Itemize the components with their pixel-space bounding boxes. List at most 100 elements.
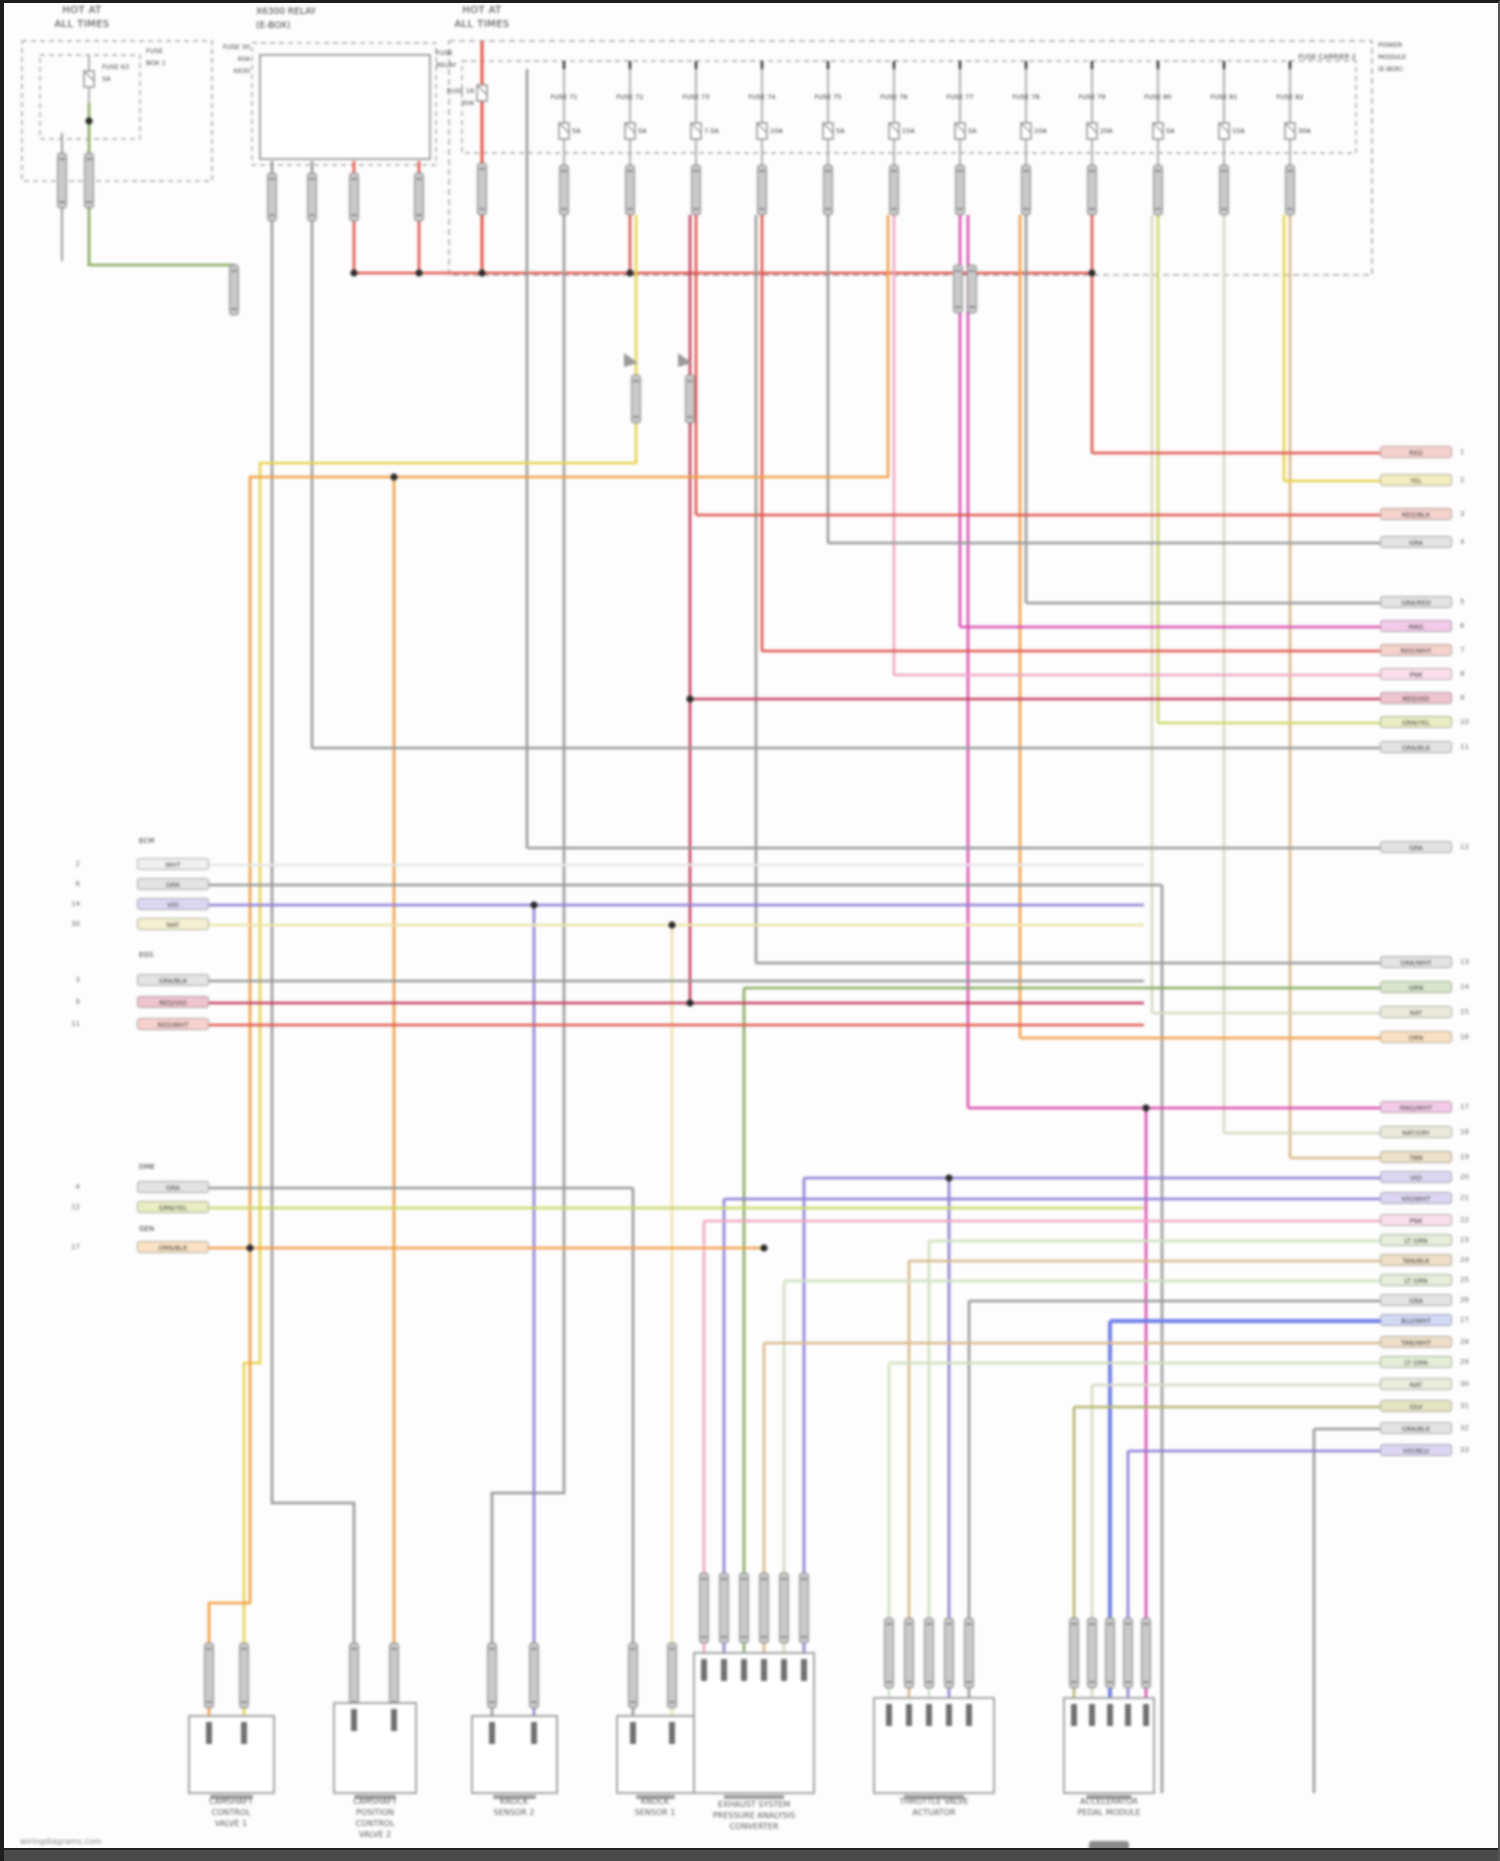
junction-dot <box>686 695 694 703</box>
connector-caption: ACCELERATOR <box>1080 1797 1138 1806</box>
fuse-amp: 7.5A <box>704 127 719 135</box>
connector-caption: POSITION <box>355 1808 395 1817</box>
fuse-icon <box>1284 122 1296 140</box>
wire-color-label: GRN/YEL <box>1380 716 1452 728</box>
inline-connector-icon <box>1153 164 1163 216</box>
wire-color-label: GRA <box>1380 841 1452 853</box>
wire-color-label: ORN <box>1380 1031 1452 1043</box>
connector-box <box>471 1715 558 1794</box>
wire <box>756 122 768 134</box>
wire-color-label: VIO/WHT <box>1380 1192 1452 1204</box>
terminal-number: 10 <box>1460 718 1469 726</box>
wire-color-label: OLV <box>1380 1400 1452 1412</box>
relay-title2: (E-BOX) <box>256 21 291 31</box>
terminal-number: 14 <box>71 900 80 908</box>
junction-dot <box>350 269 358 277</box>
wire-color-label: VIO/BLU <box>1380 1444 1452 1456</box>
wire <box>558 122 570 134</box>
fuse18-amp: 30A <box>461 99 474 107</box>
wiring-svg <box>21 40 1451 1799</box>
connector-pin-icon <box>741 1659 747 1681</box>
connector-pin-icon <box>391 1709 397 1731</box>
inline-connector-icon <box>967 264 977 314</box>
left-group-header: GEN <box>139 1225 155 1233</box>
fuse-name: FUSE 75 <box>814 93 842 101</box>
terminal-number: 11 <box>1460 743 1469 751</box>
fuse-amp: 5A <box>968 127 977 135</box>
connector-caption: EXHAUST SYSTEM <box>717 1800 791 1809</box>
connector-pin-icon <box>206 1722 212 1744</box>
splice-arrow-icon <box>624 353 638 367</box>
terminal-number: 3 <box>75 976 80 984</box>
wire <box>690 122 702 134</box>
inline-connector-icon <box>904 1617 914 1689</box>
inline-connector-icon <box>229 264 239 316</box>
fuse-box-label1: FUSE <box>146 47 163 55</box>
inline-connector-icon <box>267 172 277 222</box>
scan-edge <box>4 1848 1498 1861</box>
inline-connector-icon <box>487 1642 497 1709</box>
wire <box>242 215 638 1716</box>
connector-caption: VALVE 1 <box>214 1819 248 1828</box>
connector-pin-icon <box>1071 1704 1077 1726</box>
terminal-number: 27 <box>1460 1316 1469 1324</box>
inline-connector-icon <box>1123 1617 1133 1689</box>
fuse18-name: FUSE 18 <box>446 87 474 95</box>
terminal-number: 18 <box>1460 1128 1469 1136</box>
connector-caption: CAMSHAFT <box>209 1797 253 1806</box>
connector-pin-icon <box>489 1722 495 1744</box>
wire-color-label: RED/WHT <box>137 1018 209 1030</box>
terminal-number: 15 <box>1460 1008 1469 1016</box>
inline-connector-icon <box>685 374 695 424</box>
wire-color-label: RED/VIO <box>137 996 209 1008</box>
wire <box>476 84 488 96</box>
terminal-number: 30 <box>1460 1380 1469 1388</box>
wire <box>490 215 566 1716</box>
junction-dot <box>85 117 93 125</box>
connector-pin-icon <box>721 1659 727 1681</box>
hot-at-label-right2: ALL TIMES <box>454 19 510 30</box>
wire-color-label: GRN <box>1380 981 1452 993</box>
wire-color-label: GRA <box>1380 536 1452 548</box>
inline-connector-icon <box>944 1617 954 1689</box>
inline-connector-icon <box>757 164 767 216</box>
inline-connector-icon <box>625 164 635 216</box>
connector-pin-icon <box>1107 1704 1113 1726</box>
inline-connector-icon <box>389 1642 399 1709</box>
fuse-icon <box>822 122 834 140</box>
junction-dot <box>686 999 694 1007</box>
wire <box>624 122 636 134</box>
power-module-label3: (E-BOX) <box>1378 65 1403 73</box>
wire-color-label: BLU/WHT <box>1380 1314 1452 1326</box>
inline-connector-icon <box>349 172 359 222</box>
terminal-number: 2 <box>75 860 80 868</box>
connector-box <box>693 1652 815 1794</box>
terminal-number: 12 <box>71 1203 80 1211</box>
inline-connector-icon <box>57 152 67 209</box>
wire <box>1284 122 1296 134</box>
connector-caption: CONVERTER <box>729 1822 779 1831</box>
connector-caption: SENSOR 1 <box>634 1808 676 1817</box>
connector-caption: KNOCK <box>640 1797 670 1806</box>
terminal-number: 28 <box>1460 1338 1469 1346</box>
inline-connector-icon <box>1219 164 1229 216</box>
terminal-number: 4 <box>1460 538 1465 546</box>
wire <box>1020 122 1032 134</box>
wire-color-label: TAN/WHT <box>1380 1336 1452 1348</box>
fuse-icon <box>83 70 95 88</box>
connector-pin-icon <box>1143 1704 1149 1726</box>
wire <box>1218 122 1230 134</box>
inline-connector-icon <box>889 164 899 216</box>
wire-color-label: WHT <box>137 858 209 870</box>
relay-left-label1: FUSE 30 <box>222 43 250 51</box>
junction-dot <box>530 901 538 909</box>
wiring-diagram: HOT AT ALL TIMES FUSE 63 5A FUSE BOX 1 X… <box>4 3 1498 1861</box>
connector-caption: PEDAL MODULE <box>1077 1808 1141 1817</box>
power-module-label1: POWER <box>1378 41 1403 49</box>
fuse-amp: 20A <box>1100 127 1113 135</box>
hot-at-label-left2: ALL TIMES <box>54 19 110 30</box>
terminal-number: 21 <box>1460 1194 1469 1202</box>
hot-at-label-right: HOT AT <box>462 5 502 16</box>
terminal-number: 6 <box>75 880 80 888</box>
